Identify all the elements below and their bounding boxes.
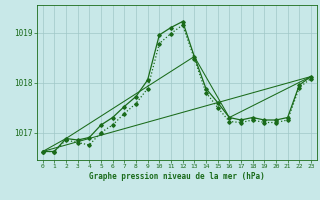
X-axis label: Graphe pression niveau de la mer (hPa): Graphe pression niveau de la mer (hPa)	[89, 172, 265, 181]
